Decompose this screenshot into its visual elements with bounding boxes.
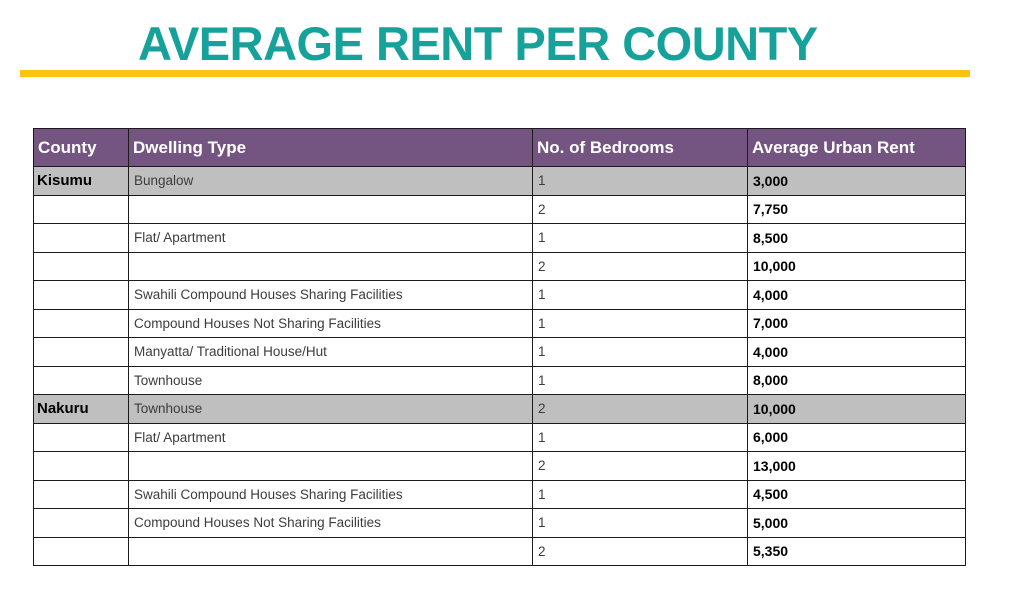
table-row: 2 7,750 bbox=[33, 194, 966, 224]
dwelling-cell: Flat/ Apartment bbox=[128, 223, 533, 253]
bedrooms-cell: 2 bbox=[532, 251, 748, 281]
bedrooms-cell: 1 bbox=[532, 479, 748, 509]
bedrooms-cell: 2 bbox=[532, 451, 748, 481]
dwelling-cell: Bungalow bbox=[128, 166, 533, 196]
bedrooms-cell: 1 bbox=[532, 280, 748, 310]
rent-cell: 10,000 bbox=[747, 251, 966, 281]
column-header-dwelling: Dwelling Type bbox=[128, 128, 533, 167]
rent-cell: 5,000 bbox=[747, 508, 966, 538]
title-underline-rule bbox=[20, 70, 970, 77]
county-cell bbox=[33, 536, 129, 566]
column-header-county: County bbox=[33, 128, 129, 167]
county-cell bbox=[33, 422, 129, 452]
dwelling-cell bbox=[128, 536, 533, 566]
county-cell bbox=[33, 194, 129, 224]
rent-cell: 3,000 bbox=[747, 166, 966, 196]
dwelling-cell bbox=[128, 451, 533, 481]
bedrooms-cell: 1 bbox=[532, 308, 748, 338]
rent-cell: 13,000 bbox=[747, 451, 966, 481]
page-title: AVERAGE RENT PER COUNTY bbox=[138, 17, 818, 70]
table-header-row: County Dwelling Type No. of Bedrooms Ave… bbox=[33, 128, 966, 167]
column-header-bedrooms: No. of Bedrooms bbox=[532, 128, 748, 167]
county-cell bbox=[33, 365, 129, 395]
table-row: Kisumu Bungalow 1 3,000 bbox=[33, 166, 966, 196]
rent-cell: 6,000 bbox=[747, 422, 966, 452]
dwelling-cell: Flat/ Apartment bbox=[128, 422, 533, 452]
dwelling-cell bbox=[128, 194, 533, 224]
table-row: Compound Houses Not Sharing Facilities 1 7… bbox=[33, 308, 966, 338]
county-cell: Kisumu bbox=[33, 166, 129, 196]
dwelling-cell: Compound Houses Not Sharing Facilities bbox=[128, 508, 533, 538]
bedrooms-cell: 1 bbox=[532, 422, 748, 452]
bedrooms-cell: 2 bbox=[532, 536, 748, 566]
table-row: Nakuru Townhouse 2 10,000 bbox=[33, 394, 966, 424]
county-cell bbox=[33, 451, 129, 481]
bedrooms-cell: 2 bbox=[532, 394, 748, 424]
dwelling-cell: Compound Houses Not Sharing Facilities bbox=[128, 308, 533, 338]
rent-cell: 10,000 bbox=[747, 394, 966, 424]
bedrooms-cell: 2 bbox=[532, 194, 748, 224]
rent-cell: 4,500 bbox=[747, 479, 966, 509]
rent-cell: 8,000 bbox=[747, 365, 966, 395]
table-row: Swahili Compound Houses Sharing Faciliti… bbox=[33, 479, 966, 509]
table-row: Swahili Compound Houses Sharing Faciliti… bbox=[33, 280, 966, 310]
column-header-rent: Average Urban Rent bbox=[747, 128, 966, 167]
county-cell bbox=[33, 479, 129, 509]
table-row: Flat/ Apartment 1 6,000 bbox=[33, 422, 966, 452]
county-cell bbox=[33, 508, 129, 538]
bedrooms-cell: 1 bbox=[532, 365, 748, 395]
bedrooms-cell: 1 bbox=[532, 223, 748, 253]
county-cell bbox=[33, 308, 129, 338]
table-row: Townhouse 1 8,000 bbox=[33, 365, 966, 395]
rent-cell: 4,000 bbox=[747, 280, 966, 310]
rent-cell: 8,500 bbox=[747, 223, 966, 253]
county-cell bbox=[33, 280, 129, 310]
dwelling-cell: Swahili Compound Houses Sharing Faciliti… bbox=[128, 280, 533, 310]
county-cell bbox=[33, 251, 129, 281]
county-cell: Nakuru bbox=[33, 394, 129, 424]
rent-cell: 7,000 bbox=[747, 308, 966, 338]
dwelling-cell: Swahili Compound Houses Sharing Faciliti… bbox=[128, 479, 533, 509]
table-row: Flat/ Apartment 1 8,500 bbox=[33, 223, 966, 253]
rent-cell: 5,350 bbox=[747, 536, 966, 566]
bedrooms-cell: 1 bbox=[532, 508, 748, 538]
rent-table-body: Kisumu Bungalow 1 3,000 2 7,750 Flat/ Apartmen… bbox=[33, 166, 966, 566]
bedrooms-cell: 1 bbox=[532, 337, 748, 367]
dwelling-cell bbox=[128, 251, 533, 281]
rent-cell: 4,000 bbox=[747, 337, 966, 367]
table-row: 2 5,350 bbox=[33, 536, 966, 566]
table-row: Compound Houses Not Sharing Facilities 1 5… bbox=[33, 508, 966, 538]
county-cell bbox=[33, 337, 129, 367]
bedrooms-cell: 1 bbox=[532, 166, 748, 196]
dwelling-cell: Manyatta/ Traditional House/Hut bbox=[128, 337, 533, 367]
dwelling-cell: Townhouse bbox=[128, 365, 533, 395]
dwelling-cell: Townhouse bbox=[128, 394, 533, 424]
average-rent-table: County Dwelling Type No. of Bedrooms Ave… bbox=[33, 128, 966, 566]
county-cell bbox=[33, 223, 129, 253]
table-row: 2 13,000 bbox=[33, 451, 966, 481]
rent-cell: 7,750 bbox=[747, 194, 966, 224]
table-row: 2 10,000 bbox=[33, 251, 966, 281]
table-row: Manyatta/ Traditional House/Hut 1 4,000 bbox=[33, 337, 966, 367]
table-header: County Dwelling Type No. of Bedrooms Ave… bbox=[33, 128, 966, 167]
